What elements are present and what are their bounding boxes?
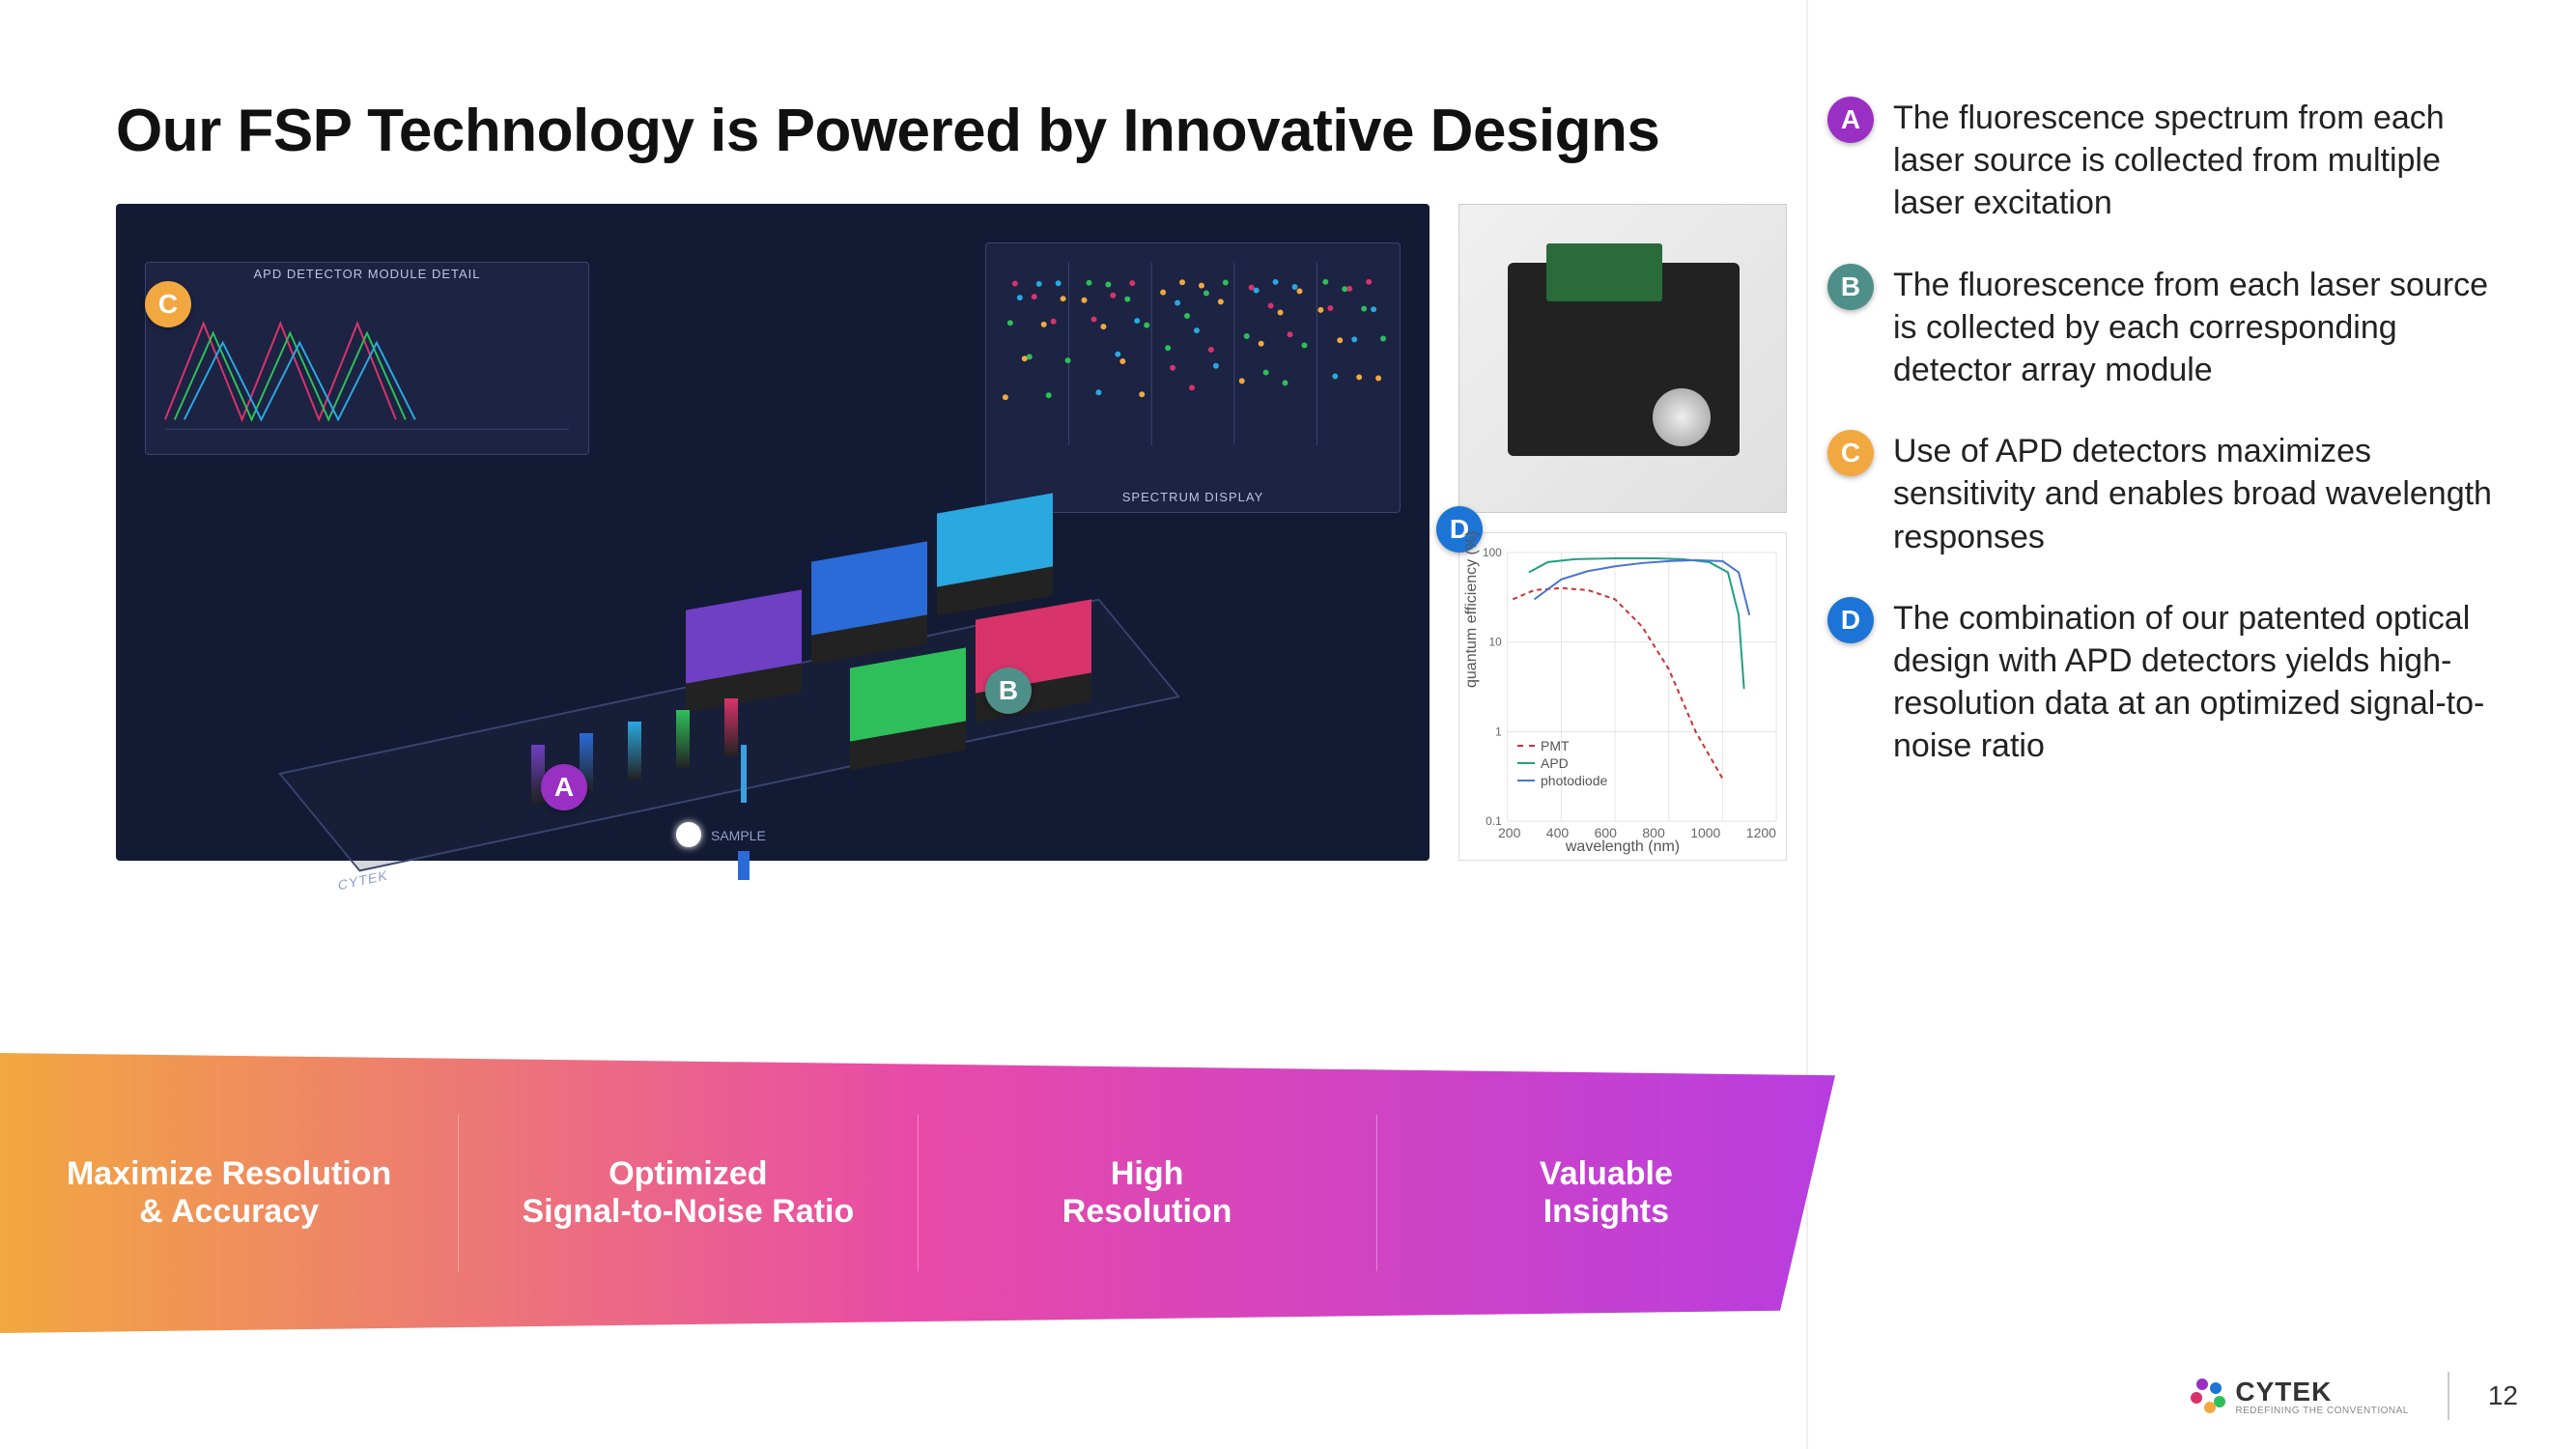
- qe-xticks: 200 400 600 800 1000 1200: [1498, 825, 1776, 840]
- sample-flow-icon: [734, 745, 753, 880]
- inset-spectrum-chart: [986, 243, 1400, 484]
- inset-apd-detail: APD DETECTOR MODULE DETAIL: [145, 262, 589, 455]
- legend-text-d: The combination of our patented optical …: [1893, 597, 2502, 768]
- slide-footer: CYTEK REDEFINING THE CONVENTIONAL 12: [2191, 1372, 2518, 1420]
- inset-spectrum-display: SPECTRUM DISPLAY: [985, 242, 1401, 513]
- inset-apd-waveform: [146, 285, 588, 458]
- badge-d: D: [1827, 597, 1874, 643]
- qe-legend-pmt: PMT: [1517, 738, 1607, 753]
- legend-text-c: Use of APD detectors maximizes sensitivi…: [1893, 430, 2502, 558]
- badge-c: C: [1827, 430, 1874, 476]
- qe-tick: 200: [1498, 825, 1520, 840]
- sample-dot-icon: [676, 822, 701, 847]
- diagram-badge-a: A: [541, 764, 587, 810]
- laser-3: [676, 710, 690, 768]
- cytek-logo-icon: [2191, 1378, 2225, 1413]
- legend-text-b: The fluorescence from each laser source …: [1893, 264, 2502, 392]
- legend-column: A The fluorescence spectrum from each la…: [1806, 0, 2540, 1449]
- cytek-logo: CYTEK REDEFINING THE CONVENTIONAL: [2191, 1377, 2408, 1416]
- left-column: Our FSP Technology is Powered by Innovat…: [0, 0, 1806, 1449]
- qe-tick: 1200: [1746, 825, 1776, 840]
- badge-a: A: [1827, 97, 1874, 143]
- diagram-badge-b: B: [985, 668, 1032, 714]
- legend-item-d: D The combination of our patented optica…: [1827, 597, 2502, 768]
- banner-cell-0: Maximize Resolution & Accuracy: [0, 1115, 459, 1271]
- benefits-banner: Maximize Resolution & AccuracyOptimized …: [0, 1053, 1835, 1333]
- svg-text:100: 100: [1483, 546, 1502, 559]
- qe-tick: 800: [1642, 825, 1664, 840]
- banner-cell-line1: Maximize Resolution: [29, 1155, 429, 1193]
- legend-text-a: The fluorescence spectrum from each lase…: [1893, 97, 2502, 225]
- qe-legend-apd: APD: [1517, 755, 1607, 771]
- diagram-badge-c: C: [145, 281, 191, 327]
- banner-cell-line1: Optimized: [488, 1155, 888, 1193]
- svg-text:1: 1: [1495, 724, 1502, 738]
- laser-2: [628, 722, 641, 780]
- detector-module-photo: [1458, 204, 1787, 513]
- svg-text:10: 10: [1488, 636, 1502, 649]
- banner-cell-line2: Resolution: [948, 1193, 1347, 1231]
- side-figures: D 0.1110100 quantum efficiency (%) wavel…: [1458, 204, 1787, 861]
- legend-item-a: A The fluorescence spectrum from each la…: [1827, 97, 2502, 225]
- banner-cell-line1: Valuable: [1406, 1155, 1806, 1193]
- qe-legend: PMT APD photodiode: [1517, 736, 1607, 790]
- legend-item-c: C Use of APD detectors maximizes sensiti…: [1827, 430, 2502, 558]
- footer-divider: [2448, 1372, 2449, 1420]
- qe-legend-photodiode: photodiode: [1517, 773, 1607, 788]
- banner-cell-2: High Resolution: [919, 1115, 1377, 1271]
- badge-b: B: [1827, 264, 1874, 310]
- qe-ylabel: quantum efficiency (%): [1463, 531, 1481, 688]
- page-title: Our FSP Technology is Powered by Innovat…: [116, 97, 1806, 165]
- banner-cell-3: Valuable Insights: [1377, 1115, 1835, 1271]
- legend-item-b: B The fluorescence from each laser sourc…: [1827, 264, 2502, 392]
- qe-tick: 1000: [1690, 825, 1720, 840]
- quantum-efficiency-chart: D 0.1110100 quantum efficiency (%) wavel…: [1458, 532, 1787, 861]
- banner-cell-line2: & Accuracy: [29, 1193, 429, 1231]
- banner-cell-line2: Insights: [1406, 1193, 1806, 1231]
- page-number: 12: [2488, 1380, 2518, 1411]
- qe-tick: 400: [1546, 825, 1569, 840]
- qe-xlabel: wavelength (nm): [1459, 838, 1786, 856]
- banner-cell-line2: Signal-to-Noise Ratio: [488, 1193, 888, 1231]
- figure-row: APD DETECTOR MODULE DETAIL: [116, 204, 1787, 861]
- cytek-logo-text: CYTEK: [2235, 1377, 2408, 1407]
- banner-cell-line1: High: [948, 1155, 1347, 1193]
- cytek-logo-subtext: REDEFINING THE CONVENTIONAL: [2235, 1406, 2408, 1416]
- optics-diagram-panel: APD DETECTOR MODULE DETAIL: [116, 204, 1430, 861]
- banner-cell-1: Optimized Signal-to-Noise Ratio: [459, 1115, 918, 1271]
- slide: Our FSP Technology is Powered by Innovat…: [0, 0, 2576, 1449]
- qe-tick: 600: [1595, 825, 1617, 840]
- inset-apd-title: APD DETECTOR MODULE DETAIL: [146, 263, 588, 285]
